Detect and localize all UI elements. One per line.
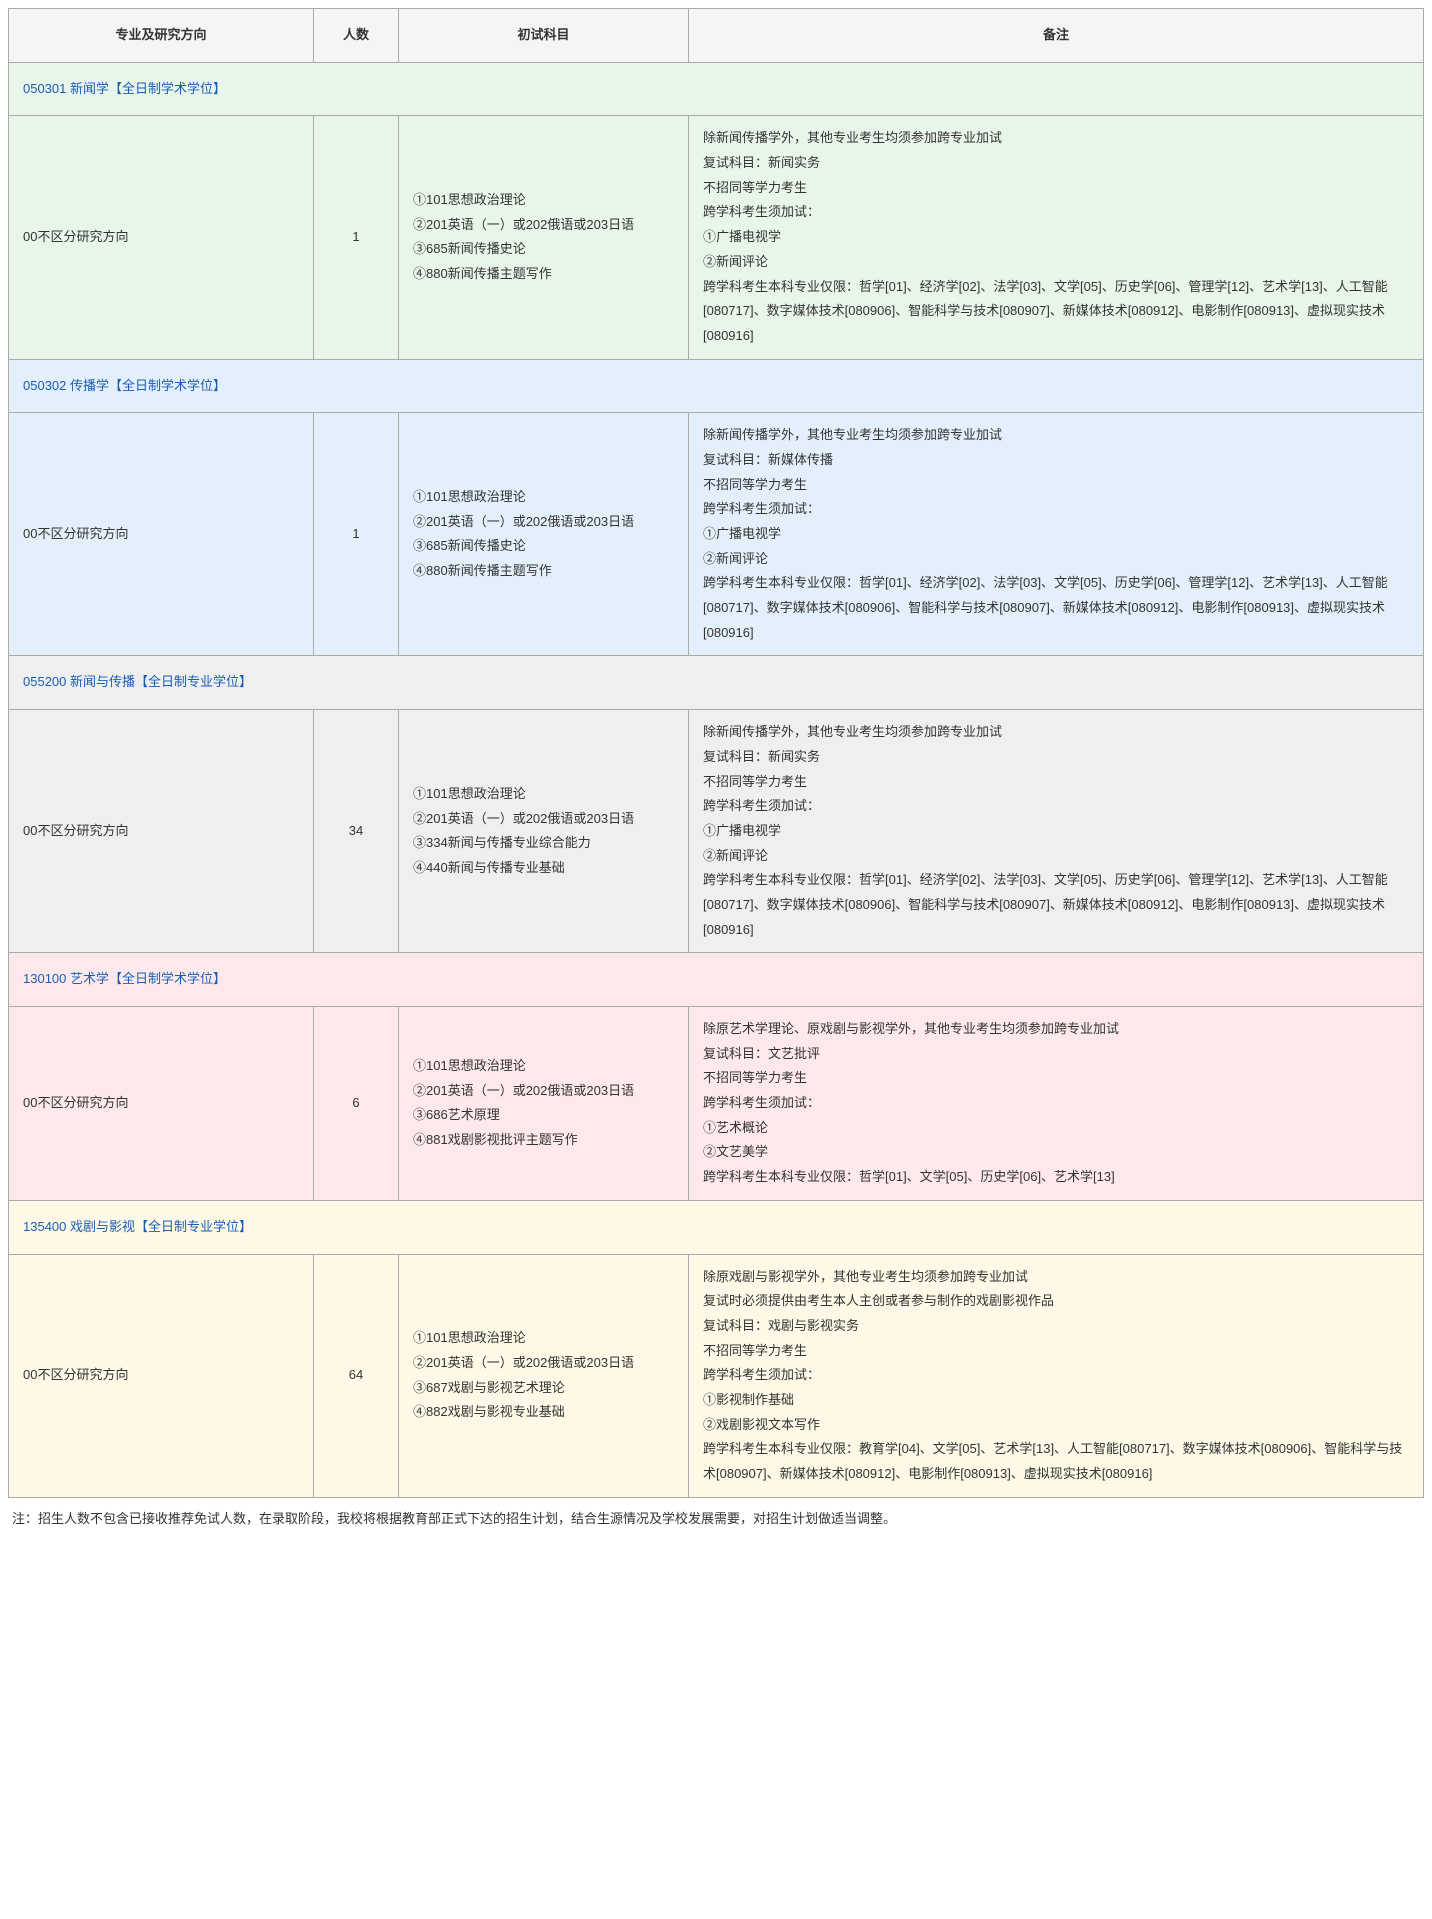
note-cell: 除新闻传播学外，其他专业考生均须参加跨专业加试复试科目：新闻实务不招同等学力考生… bbox=[689, 116, 1424, 359]
exam-cell: ①101思想政治理论②201英语（一）或202俄语或203日语③685新闻传播史… bbox=[399, 116, 689, 359]
direction-cell: 00不区分研究方向 bbox=[9, 710, 314, 953]
section-header: 055200 新闻与传播【全日制专业学位】 bbox=[9, 656, 1424, 710]
note-item: 跨学科考生本科专业仅限：哲学[01]、经济学[02]、法学[03]、文学[05]… bbox=[703, 868, 1409, 942]
header-major: 专业及研究方向 bbox=[9, 9, 314, 63]
note-item: 不招同等学力考生 bbox=[703, 473, 1409, 498]
exam-item: ③334新闻与传播专业综合能力 bbox=[413, 831, 674, 856]
exam-item: ①101思想政治理论 bbox=[413, 782, 674, 807]
num-cell: 34 bbox=[314, 710, 399, 953]
note-item: 除原戏剧与影视学外，其他专业考生均须参加跨专业加试 bbox=[703, 1265, 1409, 1290]
note-item: ①广播电视学 bbox=[703, 522, 1409, 547]
note-item: 跨学科考生须加试： bbox=[703, 794, 1409, 819]
exam-item: ①101思想政治理论 bbox=[413, 1326, 674, 1351]
table-row: 00不区分研究方向1①101思想政治理论②201英语（一）或202俄语或203日… bbox=[9, 116, 1424, 359]
admissions-table: 专业及研究方向 人数 初试科目 备注 050301 新闻学【全日制学术学位】00… bbox=[8, 8, 1424, 1498]
exam-item: ②201英语（一）或202俄语或203日语 bbox=[413, 213, 674, 238]
table-header-row: 专业及研究方向 人数 初试科目 备注 bbox=[9, 9, 1424, 63]
section-title: 055200 新闻与传播【全日制专业学位】 bbox=[9, 656, 1424, 710]
direction-cell: 00不区分研究方向 bbox=[9, 116, 314, 359]
section-header: 130100 艺术学【全日制学术学位】 bbox=[9, 953, 1424, 1007]
exam-item: ③686艺术原理 bbox=[413, 1103, 674, 1128]
exam-item: ④881戏剧影视批评主题写作 bbox=[413, 1128, 674, 1153]
exam-item: ④882戏剧与影视专业基础 bbox=[413, 1400, 674, 1425]
exam-item: ②201英语（一）或202俄语或203日语 bbox=[413, 807, 674, 832]
note-cell: 除新闻传播学外，其他专业考生均须参加跨专业加试复试科目：新媒体传播不招同等学力考… bbox=[689, 413, 1424, 656]
note-item: 跨学科考生本科专业仅限：哲学[01]、经济学[02]、法学[03]、文学[05]… bbox=[703, 571, 1409, 645]
num-cell: 1 bbox=[314, 116, 399, 359]
exam-item: ②201英语（一）或202俄语或203日语 bbox=[413, 1351, 674, 1376]
note-item: 复试时必须提供由考生本人主创或者参与制作的戏剧影视作品 bbox=[703, 1289, 1409, 1314]
note-item: 复试科目：文艺批评 bbox=[703, 1042, 1409, 1067]
note-item: 不招同等学力考生 bbox=[703, 770, 1409, 795]
exam-item: ③687戏剧与影视艺术理论 bbox=[413, 1376, 674, 1401]
note-item: 跨学科考生须加试： bbox=[703, 1091, 1409, 1116]
note-item: 跨学科考生本科专业仅限：哲学[01]、经济学[02]、法学[03]、文学[05]… bbox=[703, 275, 1409, 349]
note-item: ①艺术概论 bbox=[703, 1116, 1409, 1141]
note-item: 跨学科考生须加试： bbox=[703, 200, 1409, 225]
note-item: 不招同等学力考生 bbox=[703, 176, 1409, 201]
note-item: 除新闻传播学外，其他专业考生均须参加跨专业加试 bbox=[703, 423, 1409, 448]
note-item: 跨学科考生本科专业仅限：教育学[04]、文学[05]、艺术学[13]、人工智能[… bbox=[703, 1437, 1409, 1486]
exam-cell: ①101思想政治理论②201英语（一）或202俄语或203日语③685新闻传播史… bbox=[399, 413, 689, 656]
note-item: ②戏剧影视文本写作 bbox=[703, 1413, 1409, 1438]
section-title: 130100 艺术学【全日制学术学位】 bbox=[9, 953, 1424, 1007]
note-item: 跨学科考生本科专业仅限：哲学[01]、文学[05]、历史学[06]、艺术学[13… bbox=[703, 1165, 1409, 1190]
section-title: 050302 传播学【全日制学术学位】 bbox=[9, 359, 1424, 413]
section-title: 050301 新闻学【全日制学术学位】 bbox=[9, 62, 1424, 116]
exam-cell: ①101思想政治理论②201英语（一）或202俄语或203日语③686艺术原理④… bbox=[399, 1007, 689, 1201]
exam-item: ②201英语（一）或202俄语或203日语 bbox=[413, 510, 674, 535]
note-item: ②新闻评论 bbox=[703, 547, 1409, 572]
note-item: 复试科目：戏剧与影视实务 bbox=[703, 1314, 1409, 1339]
exam-cell: ①101思想政治理论②201英语（一）或202俄语或203日语③334新闻与传播… bbox=[399, 710, 689, 953]
note-item: 复试科目：新媒体传播 bbox=[703, 448, 1409, 473]
section-header: 135400 戏剧与影视【全日制专业学位】 bbox=[9, 1200, 1424, 1254]
exam-item: ①101思想政治理论 bbox=[413, 1054, 674, 1079]
note-item: ②新闻评论 bbox=[703, 250, 1409, 275]
section-title: 135400 戏剧与影视【全日制专业学位】 bbox=[9, 1200, 1424, 1254]
note-item: 除原艺术学理论、原戏剧与影视学外，其他专业考生均须参加跨专业加试 bbox=[703, 1017, 1409, 1042]
table-row: 00不区分研究方向64①101思想政治理论②201英语（一）或202俄语或203… bbox=[9, 1254, 1424, 1497]
exam-item: ③685新闻传播史论 bbox=[413, 534, 674, 559]
note-item: ①广播电视学 bbox=[703, 225, 1409, 250]
note-item: 除新闻传播学外，其他专业考生均须参加跨专业加试 bbox=[703, 720, 1409, 745]
section-header: 050302 传播学【全日制学术学位】 bbox=[9, 359, 1424, 413]
exam-item: ④880新闻传播主题写作 bbox=[413, 262, 674, 287]
exam-item: ③685新闻传播史论 bbox=[413, 237, 674, 262]
num-cell: 1 bbox=[314, 413, 399, 656]
note-item: 复试科目：新闻实务 bbox=[703, 745, 1409, 770]
exam-cell: ①101思想政治理论②201英语（一）或202俄语或203日语③687戏剧与影视… bbox=[399, 1254, 689, 1497]
section-header: 050301 新闻学【全日制学术学位】 bbox=[9, 62, 1424, 116]
table-row: 00不区分研究方向6①101思想政治理论②201英语（一）或202俄语或203日… bbox=[9, 1007, 1424, 1201]
note-item: ②新闻评论 bbox=[703, 844, 1409, 869]
note-item: ①影视制作基础 bbox=[703, 1388, 1409, 1413]
exam-item: ④440新闻与传播专业基础 bbox=[413, 856, 674, 881]
direction-cell: 00不区分研究方向 bbox=[9, 1007, 314, 1201]
header-exam: 初试科目 bbox=[399, 9, 689, 63]
table-row: 00不区分研究方向34①101思想政治理论②201英语（一）或202俄语或203… bbox=[9, 710, 1424, 953]
note-cell: 除原艺术学理论、原戏剧与影视学外，其他专业考生均须参加跨专业加试复试科目：文艺批… bbox=[689, 1007, 1424, 1201]
num-cell: 6 bbox=[314, 1007, 399, 1201]
num-cell: 64 bbox=[314, 1254, 399, 1497]
exam-item: ④880新闻传播主题写作 bbox=[413, 559, 674, 584]
note-item: 不招同等学力考生 bbox=[703, 1339, 1409, 1364]
table-row: 00不区分研究方向1①101思想政治理论②201英语（一）或202俄语或203日… bbox=[9, 413, 1424, 656]
note-item: 除新闻传播学外，其他专业考生均须参加跨专业加试 bbox=[703, 126, 1409, 151]
note-item: 跨学科考生须加试： bbox=[703, 497, 1409, 522]
header-note: 备注 bbox=[689, 9, 1424, 63]
exam-item: ①101思想政治理论 bbox=[413, 188, 674, 213]
footnote: 注：招生人数不包含已接收推荐免试人数，在录取阶段，我校将根据教育部正式下达的招生… bbox=[8, 1506, 1424, 1529]
exam-item: ①101思想政治理论 bbox=[413, 485, 674, 510]
note-item: ①广播电视学 bbox=[703, 819, 1409, 844]
note-item: ②文艺美学 bbox=[703, 1140, 1409, 1165]
note-cell: 除原戏剧与影视学外，其他专业考生均须参加跨专业加试复试时必须提供由考生本人主创或… bbox=[689, 1254, 1424, 1497]
note-item: 复试科目：新闻实务 bbox=[703, 151, 1409, 176]
note-item: 跨学科考生须加试： bbox=[703, 1363, 1409, 1388]
direction-cell: 00不区分研究方向 bbox=[9, 413, 314, 656]
direction-cell: 00不区分研究方向 bbox=[9, 1254, 314, 1497]
header-num: 人数 bbox=[314, 9, 399, 63]
exam-item: ②201英语（一）或202俄语或203日语 bbox=[413, 1079, 674, 1104]
note-cell: 除新闻传播学外，其他专业考生均须参加跨专业加试复试科目：新闻实务不招同等学力考生… bbox=[689, 710, 1424, 953]
note-item: 不招同等学力考生 bbox=[703, 1066, 1409, 1091]
